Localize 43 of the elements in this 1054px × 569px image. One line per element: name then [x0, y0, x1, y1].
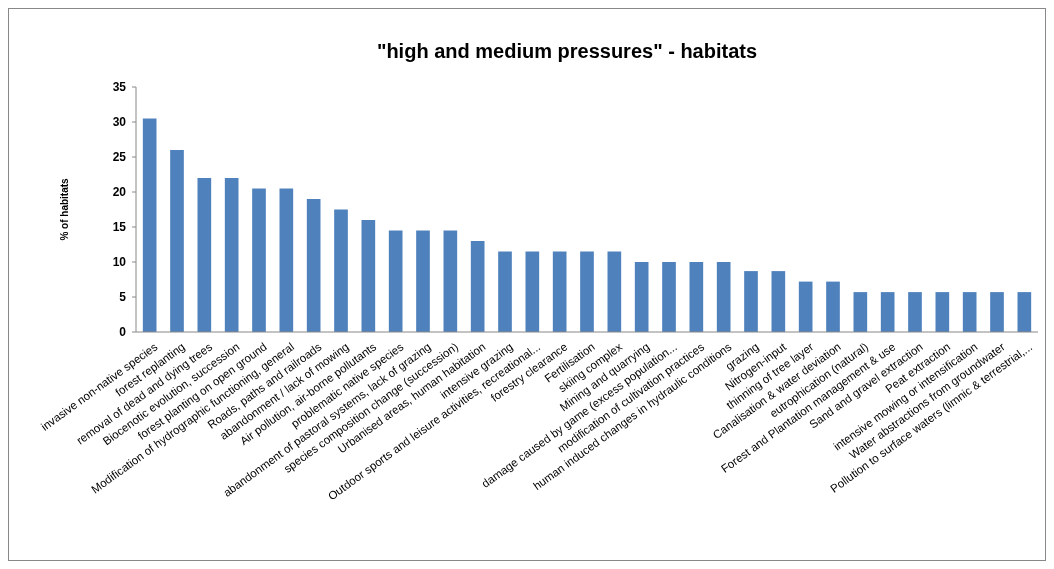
bar [634, 262, 649, 332]
bar [142, 118, 157, 332]
bar [744, 271, 758, 332]
bar [580, 251, 594, 332]
bar [552, 251, 567, 332]
bar [798, 281, 813, 332]
bar [388, 230, 403, 332]
y-tick-label: 0 [119, 325, 127, 340]
bar [826, 281, 840, 332]
bar [170, 150, 184, 332]
bar [607, 251, 622, 332]
bar [224, 178, 239, 332]
bar [689, 262, 704, 332]
bar [279, 188, 294, 332]
bar [908, 292, 922, 332]
bar [935, 292, 950, 332]
bar [880, 292, 895, 332]
bar [334, 209, 348, 332]
bar [662, 262, 676, 332]
bar [962, 292, 977, 332]
y-tick-label: 30 [112, 115, 127, 130]
bar [470, 241, 485, 332]
y-tick-label: 5 [119, 290, 127, 305]
y-tick-label: 20 [112, 185, 127, 200]
bar [525, 251, 540, 332]
bar [716, 262, 731, 332]
bar [443, 230, 458, 332]
bar [990, 292, 1004, 332]
y-tick-label: 15 [112, 220, 127, 235]
bar [306, 199, 321, 332]
bar [853, 292, 868, 332]
bar [416, 230, 430, 332]
chart-title: "high and medium pressures" - habitats [376, 40, 758, 62]
y-tick-label: 25 [112, 150, 127, 165]
bar [498, 251, 512, 332]
bar [197, 178, 212, 332]
y-tick-label: 10 [112, 255, 127, 270]
y-tick-label: 35 [112, 80, 127, 95]
y-axis-title: % of habitats [59, 177, 70, 241]
bar [1017, 292, 1032, 332]
bar [252, 188, 266, 332]
bar [361, 220, 376, 332]
bar [771, 271, 786, 332]
